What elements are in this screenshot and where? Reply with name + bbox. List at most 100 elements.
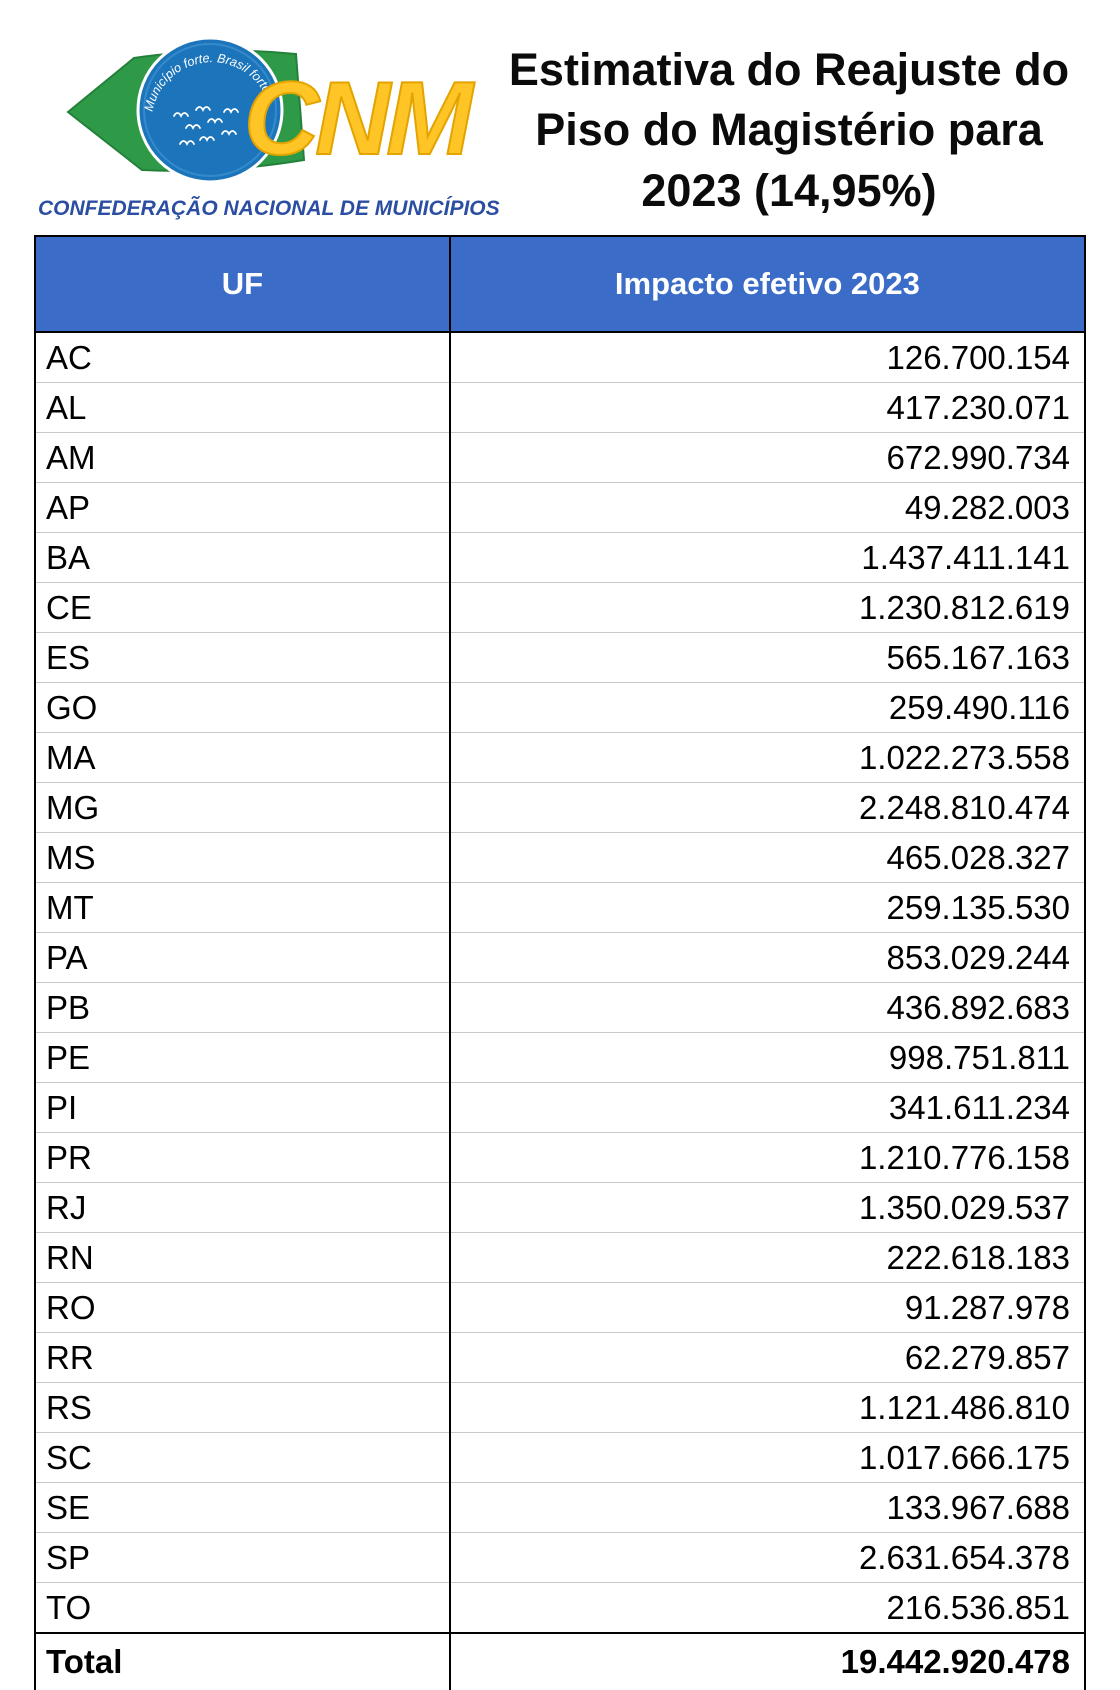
value-cell: 2.248.810.474 [448, 782, 1085, 833]
page-header: Município forte. Brasil forte. CNM CONFE… [0, 0, 1120, 221]
birds-icon [173, 106, 239, 147]
value-cell: 1.017.666.175 [448, 1432, 1085, 1483]
uf-cell: RN [35, 1232, 450, 1283]
table-row: PE 998.751.811 [35, 1032, 1085, 1083]
table-row: SC 1.017.666.175 [35, 1432, 1085, 1483]
table-row: RN 222.618.183 [35, 1232, 1085, 1283]
uf-cell: MT [35, 882, 450, 933]
value-cell: 1.022.273.558 [448, 732, 1085, 783]
value-cell: 126.700.154 [448, 332, 1085, 383]
uf-cell: MA [35, 732, 450, 783]
table-row: CE 1.230.812.619 [35, 582, 1085, 633]
table-body: AC 126.700.154 AL 417.230.071 AM 672.990… [35, 332, 1085, 1633]
value-cell: 62.279.857 [448, 1332, 1085, 1383]
uf-cell: PB [35, 982, 450, 1033]
table-row: SP 2.631.654.378 [35, 1532, 1085, 1583]
value-cell: 2.631.654.378 [448, 1532, 1085, 1583]
uf-cell: AL [35, 382, 450, 433]
uf-cell: RR [35, 1332, 450, 1383]
table-row: RO 91.287.978 [35, 1282, 1085, 1333]
table-row: AL 417.230.071 [35, 382, 1085, 433]
table-row: AM 672.990.734 [35, 432, 1085, 483]
value-cell: 216.536.851 [448, 1582, 1085, 1633]
table-row: TO 216.536.851 [35, 1582, 1085, 1633]
total-value: 19.442.920.478 [448, 1632, 1085, 1690]
uf-cell: RJ [35, 1182, 450, 1233]
value-cell: 91.287.978 [448, 1282, 1085, 1333]
uf-cell: RS [35, 1382, 450, 1433]
table-row: RR 62.279.857 [35, 1332, 1085, 1383]
value-cell: 1.230.812.619 [448, 582, 1085, 633]
table-row: MT 259.135.530 [35, 882, 1085, 933]
total-row: Total 19.442.920.478 [35, 1632, 1085, 1690]
value-cell: 222.618.183 [448, 1232, 1085, 1283]
uf-cell: AC [46, 338, 92, 376]
uf-cell: SP [35, 1532, 450, 1583]
uf-cell: PE [35, 1032, 450, 1083]
value-cell: 417.230.071 [448, 382, 1085, 433]
uf-cell: MG [35, 782, 450, 833]
table-row: SE 133.967.688 [35, 1482, 1085, 1533]
table-row: MA 1.022.273.558 [35, 732, 1085, 783]
table-header: UF Impacto efetivo 2023 [35, 236, 1085, 332]
value-cell: 465.028.327 [448, 832, 1085, 883]
value-cell: 259.135.530 [448, 882, 1085, 933]
table-row: GO 259.490.116 [35, 682, 1085, 733]
table-row: AC 126.700.154 [35, 332, 1085, 383]
cnm-logo: Município forte. Brasil forte. CNM CONFE… [38, 20, 500, 221]
uf-cell: ES [35, 632, 450, 683]
impact-table: UF Impacto efetivo 2023 AC 126.700.154 A… [34, 235, 1086, 1690]
uf-cell: PA [35, 932, 450, 983]
uf-cell: RO [35, 1282, 450, 1333]
page-title: Estimativa do Reajuste do Piso do Magist… [488, 20, 1082, 221]
value-cell: 853.029.244 [448, 932, 1085, 983]
table-row: MS 465.028.327 [35, 832, 1085, 883]
table-row: PI 341.611.234 [35, 1082, 1085, 1133]
uf-cell: PI [35, 1082, 450, 1133]
value-cell: 1.210.776.158 [448, 1132, 1085, 1183]
table-footer: Total 19.442.920.478 [35, 1632, 1085, 1690]
value-cell: 49.282.003 [448, 482, 1085, 533]
uf-cell: CE [35, 582, 450, 633]
uf-cell: SC [35, 1432, 450, 1483]
logo-org-name: CONFEDERAÇÃO NACIONAL DE MUNICÍPIOS [38, 197, 500, 220]
uf-cell: GO [35, 682, 450, 733]
table-row: AP 49.282.003 [35, 482, 1085, 533]
cnm-logo-graphic: Município forte. Brasil forte. CNM [66, 36, 480, 184]
table-row: PR 1.210.776.158 [35, 1132, 1085, 1183]
logo-acronym: CNM [244, 61, 475, 177]
uf-cell: MS [35, 832, 450, 883]
table-row: ES 565.167.163 [35, 632, 1085, 683]
table-row: MG 2.248.810.474 [35, 782, 1085, 833]
value-cell: 565.167.163 [448, 632, 1085, 683]
value-cell: 672.990.734 [448, 432, 1085, 483]
column-header-uf: UF [35, 236, 450, 332]
table-row: PA 853.029.244 [35, 932, 1085, 983]
column-header-impact: Impacto efetivo 2023 [448, 236, 1085, 332]
value-cell: 259.490.116 [448, 682, 1085, 733]
value-cell: 436.892.683 [448, 982, 1085, 1033]
table-header-row: UF Impacto efetivo 2023 [35, 236, 1085, 332]
table-row: RJ 1.350.029.537 [35, 1182, 1085, 1233]
uf-cell: TO [35, 1582, 450, 1633]
value-cell: 341.611.234 [448, 1082, 1085, 1133]
value-cell: 133.967.688 [448, 1482, 1085, 1533]
uf-cell: PR [35, 1132, 450, 1183]
value-cell: 1.121.486.810 [448, 1382, 1085, 1433]
table-row: RS 1.121.486.810 [35, 1382, 1085, 1433]
table-row: PB 436.892.683 [35, 982, 1085, 1033]
uf-cell: SE [35, 1482, 450, 1533]
uf-cell: AP [35, 482, 450, 533]
value-cell: 998.751.811 [448, 1032, 1085, 1083]
uf-cell: AM [35, 432, 450, 483]
uf-cell: BA [35, 532, 450, 583]
value-cell: 1.350.029.537 [448, 1182, 1085, 1233]
table-row: BA 1.437.411.141 [35, 532, 1085, 583]
page-title-line-3: 2023 (14,95%) [641, 164, 937, 216]
total-label: Total [35, 1632, 450, 1690]
page-title-line-1: Estimativa do Reajuste do [508, 44, 1070, 95]
page-title-line-2: Piso do Magistério para [535, 104, 1043, 156]
value-cell: 1.437.411.141 [448, 532, 1085, 583]
impact-table-wrap: UF Impacto efetivo 2023 AC 126.700.154 A… [34, 235, 1086, 1690]
